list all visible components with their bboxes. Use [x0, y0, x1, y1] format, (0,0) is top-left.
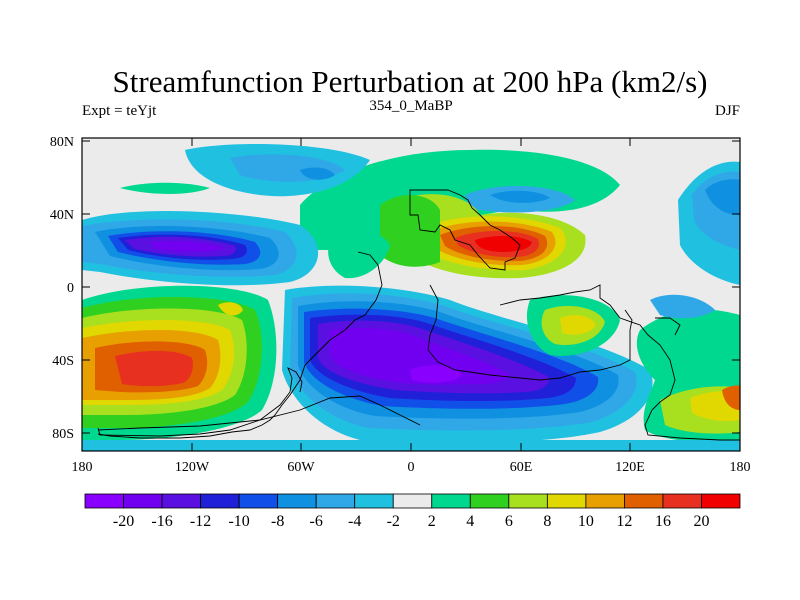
latitude-labels: 80N 40N 0 40S 80S: [50, 135, 74, 442]
colorbar-swatch: [200, 493, 240, 509]
contour-africa-green: [380, 194, 440, 267]
colorbar-label: 6: [505, 513, 513, 530]
latitude-axis: [82, 140, 740, 434]
colorbar-label: -2: [387, 513, 400, 530]
lon-label-60e: 60E: [510, 460, 533, 475]
colorbar-swatch: [123, 493, 163, 509]
contour-sw-red: [115, 350, 193, 387]
colorbar-swatch: [624, 493, 664, 509]
contour-npacific-core: [490, 190, 550, 203]
colorbar-swatch: [508, 493, 548, 509]
contour-asia-core: [475, 236, 532, 252]
coastline-layer: [97, 189, 740, 441]
colorbar-label: 4: [466, 513, 474, 530]
contour-so-core: [410, 365, 462, 383]
coastline-western-edge: [97, 367, 303, 437]
colorbar-swatch: [277, 493, 317, 509]
contour-east-orange: [722, 385, 740, 410]
lon-label-180e: 180: [730, 460, 751, 475]
coastline-pacific-islands: [655, 317, 681, 336]
colorbar-label: -4: [348, 513, 361, 530]
colorbar: [84, 493, 741, 509]
colorbar-swatch: [315, 493, 356, 509]
colorbar-label: 2: [428, 513, 436, 530]
contour-arctic-core: [300, 167, 335, 180]
contour-north-green-extra: [120, 182, 210, 194]
lon-label-0: 0: [408, 460, 415, 475]
lon-label-60w: 60W: [287, 460, 315, 475]
colorbar-swatch: [585, 493, 625, 509]
map-title: Streamfunction Perturbation at 200 hPa (…: [113, 64, 708, 99]
contour-se-yellow: [560, 315, 596, 335]
contour-ne-pacific-core: [705, 179, 740, 215]
lat-label-40n: 40N: [50, 208, 74, 223]
colorbar-swatch: [431, 493, 471, 509]
coastline-australia: [499, 284, 740, 441]
colorbar-swatch: [238, 493, 279, 509]
colorbar-label: 20: [693, 513, 709, 530]
longitude-axis: [81, 138, 741, 451]
experiment-label: Expt = teYjt: [82, 103, 157, 119]
contour-sw-spot: [218, 302, 243, 316]
coastline-south-america: [97, 251, 383, 439]
lon-label-180w: 180: [72, 460, 93, 475]
colorbar-swatch: [662, 493, 702, 509]
colorbar-label: -20: [113, 513, 134, 530]
streamfunction-field: [82, 138, 740, 451]
lon-label-120w: 120W: [175, 460, 210, 475]
colorbar-label: -12: [190, 513, 211, 530]
colorbar-label: -6: [310, 513, 323, 530]
colorbar-swatch: [546, 493, 587, 509]
colorbar-label: 16: [655, 513, 671, 530]
colorbar-swatch: [392, 493, 433, 509]
lon-label-120e: 120E: [615, 460, 645, 475]
colorbar-label: -10: [228, 513, 249, 530]
coastline-africa: [409, 189, 521, 271]
contour-na-core: [150, 240, 225, 252]
colorbar-swatch: [354, 493, 394, 509]
colorbar-swatch: [469, 493, 510, 509]
colorbar-labels: -20 -16 -12 -10 -8 -6 -4 -2 2 4 6 8 10 12 16 20: [113, 513, 710, 530]
colorbar-label: -16: [151, 513, 172, 530]
lat-label-80n: 80N: [50, 135, 74, 150]
contour-east-blue: [650, 294, 715, 319]
colorbar-swatch: [701, 493, 741, 509]
colorbar-label: 8: [543, 513, 551, 530]
lat-label-80s: 80S: [52, 427, 74, 442]
coastline-antarctic: [97, 395, 421, 431]
lat-label-40s: 40S: [52, 354, 74, 369]
coastline-east-africa: [427, 284, 633, 381]
period-label: 354_0_MaBP: [369, 98, 452, 114]
contour-so-purple: [330, 328, 510, 385]
lat-label-eq: 0: [67, 281, 74, 296]
colorbar-label: -8: [271, 513, 284, 530]
colorbar-swatch: [161, 493, 201, 509]
colorbar-label: 12: [616, 513, 632, 530]
longitude-labels: 180 120W 60W 0 60E 120E 180: [72, 460, 751, 475]
colorbar-label: 10: [578, 513, 594, 530]
season-label: DJF: [715, 103, 740, 119]
colorbar-swatch: [84, 493, 124, 509]
contour-africa-teal: [328, 230, 390, 279]
